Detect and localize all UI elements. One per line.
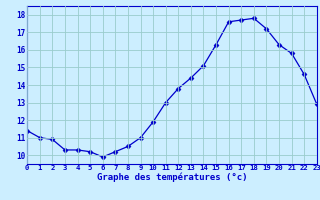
X-axis label: Graphe des températures (°c): Graphe des températures (°c) (97, 173, 247, 182)
